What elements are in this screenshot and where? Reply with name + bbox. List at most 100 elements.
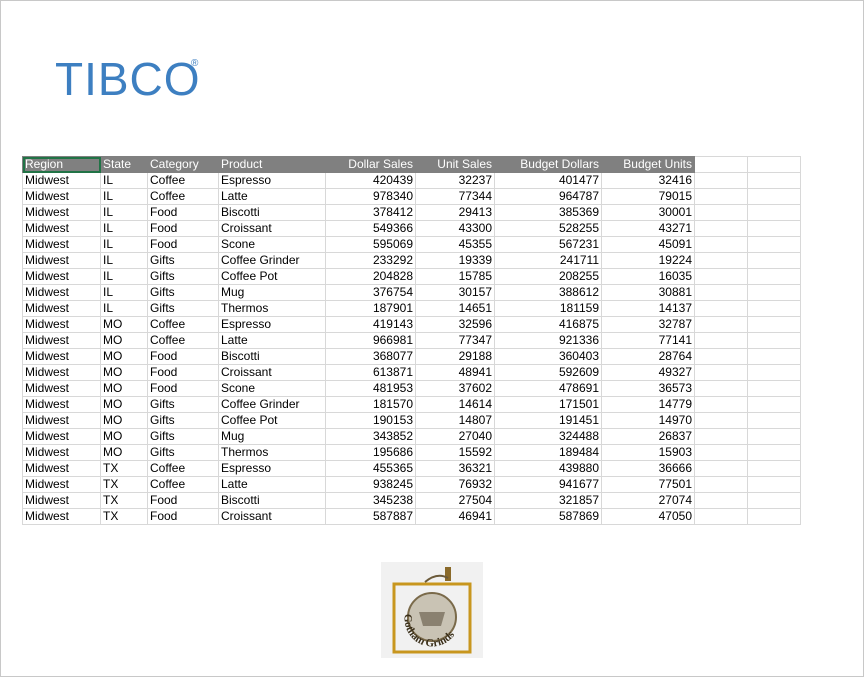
cell: 368077 [325,348,416,365]
cell: Midwest [22,332,101,349]
column-header: State [100,156,148,173]
cell: 964787 [494,188,602,205]
cell: 528255 [494,220,602,237]
cell: Thermos [218,300,326,317]
cell: Mug [218,284,326,301]
data-row: Midwest IL Gifts Mug 376754 30157 388612 30881 [22,284,801,301]
cell: Coffee [147,188,219,205]
cell: Midwest [22,428,101,445]
cell: Food [147,348,219,365]
cell: 19224 [601,252,695,269]
cell: Food [147,364,219,381]
data-row: Midwest MO Food Biscotti 368077 29188 360403 28… [22,348,801,365]
cell: 47050 [601,508,695,525]
cell: Gifts [147,284,219,301]
cell: 14137 [601,300,695,317]
cell: 592609 [494,364,602,381]
cell: 195686 [325,444,416,461]
cell: MO [100,380,148,397]
cell: Midwest [22,172,101,189]
cell: 43300 [415,220,495,237]
empty-cell [694,348,748,365]
cell: Latte [218,332,326,349]
cell: 77347 [415,332,495,349]
cell: IL [100,252,148,269]
cell: Biscotti [218,348,326,365]
grinder-crank [424,574,449,583]
cell: Latte [218,476,326,493]
cell: MO [100,396,148,413]
cell: Midwest [22,508,101,525]
cell: Midwest [22,268,101,285]
empty-cell [747,316,801,333]
data-row: Midwest MO Gifts Coffee Grinder 181570 14614 1… [22,396,801,413]
empty-cell [694,236,748,253]
cell: IL [100,172,148,189]
cell: 36666 [601,460,695,477]
data-row: Midwest IL Food Scone 595069 45355 567231 45091 [22,236,801,253]
column-header: Budget Units [601,156,695,173]
empty-cell [694,316,748,333]
cell: 15903 [601,444,695,461]
cell: MO [100,316,148,333]
cell: Latte [218,188,326,205]
cell: Midwest [22,236,101,253]
cell: Midwest [22,300,101,317]
cell: Coffee [147,172,219,189]
cell: Coffee [147,316,219,333]
cell: 15785 [415,268,495,285]
cell: 45091 [601,236,695,253]
cell: Midwest [22,460,101,477]
cell: 321857 [494,492,602,509]
cell: 30157 [415,284,495,301]
column-header: Unit Sales [415,156,495,173]
cell: Food [147,492,219,509]
data-row: Midwest IL Coffee Latte 978340 77344 964787 790… [22,188,801,205]
empty-cell [694,204,748,221]
empty-cell [747,492,801,509]
empty-cell [747,476,801,493]
column-header: Category [147,156,219,173]
data-row: Midwest MO Gifts Mug 343852 27040 324488 26837 [22,428,801,445]
cell: TX [100,492,148,509]
cell: 941677 [494,476,602,493]
data-row: Midwest TX Coffee Espresso 455365 36321 439880… [22,460,801,477]
cell: 48941 [415,364,495,381]
data-row: Midwest IL Gifts Coffee Grinder 233292 19339 2… [22,252,801,269]
cell: Croissant [218,364,326,381]
cell: 587887 [325,508,416,525]
cell: 378412 [325,204,416,221]
cell: 77501 [601,476,695,493]
data-row: Midwest TX Food Biscotti 345238 27504 321857 27… [22,492,801,509]
cell: 401477 [494,172,602,189]
grinder-handle [445,567,451,581]
empty-cell [747,188,801,205]
cell: Croissant [218,220,326,237]
cell: 181570 [325,396,416,413]
empty-cell [694,476,748,493]
cell: Midwest [22,444,101,461]
cell: 15592 [415,444,495,461]
cell: 360403 [494,348,602,365]
data-row: Midwest IL Gifts Coffee Pot 204828 15785 20825… [22,268,801,285]
cell: 14779 [601,396,695,413]
cell: Biscotti [218,492,326,509]
cell: Coffee Pot [218,412,326,429]
cell: Coffee Pot [218,268,326,285]
cell: 419143 [325,316,416,333]
cell: Midwest [22,396,101,413]
cell: MO [100,444,148,461]
cell: 241711 [494,252,602,269]
data-row: Midwest IL Coffee Espresso 420439 32237 401477… [22,172,801,189]
empty-cell [694,332,748,349]
cell: Gifts [147,396,219,413]
cell: 27504 [415,492,495,509]
cell: 966981 [325,332,416,349]
data-row: Midwest IL Gifts Thermos 187901 14651 181159 14… [22,300,801,317]
empty-cell [694,444,748,461]
cell: 587869 [494,508,602,525]
cell: 28764 [601,348,695,365]
empty-cell [747,444,801,461]
gotham-grinds-logo: Gotham Grinds [381,562,483,658]
